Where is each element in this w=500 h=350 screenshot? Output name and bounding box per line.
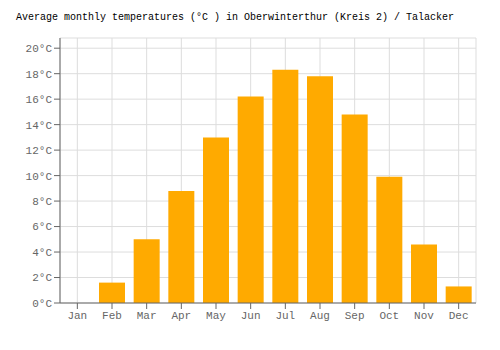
svg-text:May: May: [206, 310, 226, 322]
svg-text:Jul: Jul: [275, 310, 295, 322]
svg-text:8°C: 8°C: [32, 196, 52, 208]
svg-text:2°C: 2°C: [32, 272, 52, 284]
svg-text:Nov: Nov: [414, 310, 434, 322]
svg-text:4°C: 4°C: [32, 247, 52, 259]
svg-text:14°C: 14°C: [26, 120, 53, 132]
svg-text:12°C: 12°C: [26, 145, 53, 157]
svg-text:Jan: Jan: [67, 310, 87, 322]
html-text:Average monthly temperatures (: Average monthly temperatures (°C ) in Ob…: [16, 12, 455, 23]
svg-text:Dec: Dec: [449, 310, 469, 322]
svg-text:0°C: 0°C: [32, 298, 52, 310]
svg-text:6°C: 6°C: [32, 221, 52, 233]
svg-text:Oct: Oct: [379, 310, 399, 322]
svg-text:10°C: 10°C: [26, 171, 53, 183]
svg-text:16°C: 16°C: [26, 94, 53, 106]
svg-text:20°C: 20°C: [26, 43, 53, 55]
svg-text:Sep: Sep: [345, 310, 365, 322]
svg-text:Jun: Jun: [241, 310, 261, 322]
svg-text:Aug: Aug: [310, 310, 330, 322]
svg-text:Mar: Mar: [137, 310, 157, 322]
svg-text:Apr: Apr: [171, 310, 191, 322]
svg-text:Feb: Feb: [102, 310, 122, 322]
svg-text:18°C: 18°C: [26, 69, 53, 81]
